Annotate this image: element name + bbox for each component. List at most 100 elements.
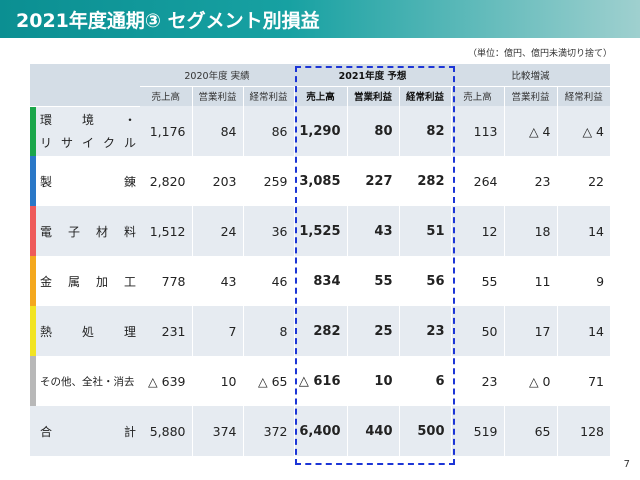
col-diff-op: 営業利益 <box>503 86 558 106</box>
value-2020-sales: △ 639 <box>148 373 186 389</box>
value-2020-sales: 1,176 <box>140 106 192 156</box>
col-2021-op: 営業利益 <box>346 86 399 106</box>
value-2020-sales: 5,880 <box>140 406 192 456</box>
value-2020-ord: 86 <box>242 106 294 156</box>
value-2021-sales: 6,400 <box>293 406 347 456</box>
segment-label-char: 計 <box>123 424 136 439</box>
col-diff-ord: 経常利益 <box>556 86 611 106</box>
value-diff-op: 11 <box>503 256 558 306</box>
col-2020-ord: 経常利益 <box>242 86 294 106</box>
segment-label-char: 工 <box>123 274 136 289</box>
value-diff-op: 17 <box>503 306 558 356</box>
segment-label-char: 製 <box>40 174 53 189</box>
segment-label-char: 合 <box>40 424 53 439</box>
segment-profit-table: 2020年度 実績 2021年度 予想 比較増減 売上高 営業利益 経常利益 売… <box>30 64 611 456</box>
value-diff-ord: 71 <box>556 356 611 406</box>
segment-label-char: ク <box>102 136 115 151</box>
value-diff-sales: 23 <box>450 356 505 406</box>
segment-label-char: 属 <box>67 274 80 289</box>
value-2021-op: 55 <box>346 256 399 306</box>
value-2020-ord: 8 <box>242 306 294 356</box>
segment-label-char: 境 <box>81 113 94 128</box>
segment-label-char: 子 <box>67 224 80 239</box>
value-diff-op: 65 <box>503 406 558 456</box>
value-diff-sales: 113 <box>450 106 505 156</box>
value-2021-sales: 282 <box>293 306 347 356</box>
value-diff-ord: 128 <box>556 406 611 456</box>
table-row: 電子材料 1,512 24 36 1,525 43 51 12 18 14 <box>30 206 611 256</box>
value-diff-ord: 14 <box>556 206 611 256</box>
value-diff-ord: 14 <box>556 306 611 356</box>
segment-label-char: サ <box>60 136 73 151</box>
value-2020-op: 10 <box>191 356 243 406</box>
segment-color-bar <box>30 356 36 406</box>
value-2020-ord: 46 <box>242 256 294 306</box>
value-2021-ord: 23 <box>398 306 452 356</box>
value-2020-ord: △ 65 <box>242 356 294 406</box>
value-diff-sales: 50 <box>450 306 505 356</box>
value-2021-ord: 6 <box>398 356 452 406</box>
value-2021-op: 227 <box>346 156 399 206</box>
unit-note: （単位：億円、億円未満切り捨て） <box>467 49 612 59</box>
segment-color-bar <box>30 256 36 306</box>
value-2021-sales: 1,290 <box>293 106 347 156</box>
segment-label-char: 処 <box>81 324 94 339</box>
value-2021-op: 10 <box>346 356 399 406</box>
corner-cell <box>30 64 140 107</box>
segment-color-bar <box>30 306 36 356</box>
value-2020-op: 7 <box>191 306 243 356</box>
table-row: 金属加工 778 43 46 834 55 56 55 11 9 <box>30 256 611 306</box>
value-2020-op: 374 <box>191 406 243 456</box>
value-diff-op: 18 <box>503 206 558 256</box>
value-2020-sales: 778 <box>161 273 186 289</box>
value-diff-sales: 12 <box>450 206 505 256</box>
value-diff-sales: 519 <box>450 406 505 456</box>
segment-label-char: ル <box>123 136 136 151</box>
col-diff-sales: 売上高 <box>450 86 505 106</box>
value-2020-op: 84 <box>191 106 243 156</box>
segment-label: その他、全社・消去 <box>30 356 140 406</box>
value-diff-op: △ 4 <box>503 106 558 156</box>
table-row: 製錬 2,820 203 259 3,085 227 282 264 23 22 <box>30 156 611 206</box>
segment-label: 電子材料 <box>30 206 140 256</box>
segment-label-char: 材 <box>95 224 108 239</box>
value-2021-ord: 51 <box>398 206 452 256</box>
segment-label: 合計 <box>30 406 140 456</box>
value-2021-sales: 1,525 <box>293 206 347 256</box>
table-row: 環境・リサイクル 1,176 84 86 1,290 80 82 113 △ 4 △ 4 <box>30 106 611 156</box>
value-2021-sales: △ 616 <box>293 356 347 406</box>
segment-color-bar <box>30 156 36 206</box>
segment-label: 金属加工 <box>30 256 140 306</box>
table-row: 熱 処 理 231 7 8 282 25 23 50 17 14 <box>30 306 611 356</box>
table-row: 合計 5,880 374 372 6,400 440 500 519 65 128 <box>30 406 611 456</box>
segment-label: 製錬 <box>30 156 140 206</box>
group-header-2021: 2021年度 予想 <box>294 64 452 87</box>
value-diff-ord: 9 <box>556 256 611 306</box>
segment-label-char: リ <box>40 136 53 151</box>
value-2021-sales: 834 <box>293 256 347 306</box>
col-2020-op: 営業利益 <box>191 86 243 106</box>
segment-color-bar <box>30 206 36 256</box>
value-2020-op: 43 <box>191 256 243 306</box>
value-diff-ord: 22 <box>556 156 611 206</box>
value-2020-ord: 259 <box>242 156 294 206</box>
group-header-diff: 比較増減 <box>451 64 611 87</box>
value-2021-ord: 82 <box>398 106 452 156</box>
value-2021-op: 25 <box>346 306 399 356</box>
value-2021-op: 80 <box>346 106 399 156</box>
value-2020-ord: 36 <box>242 206 294 256</box>
value-diff-ord: △ 4 <box>556 106 611 156</box>
segment-label-char: 電 <box>40 224 53 239</box>
segment-label-char: 錬 <box>123 174 136 189</box>
segment-label-char: 理 <box>123 324 136 339</box>
value-diff-sales: 264 <box>450 156 505 206</box>
group-header-2020: 2020年度 実績 <box>140 64 294 87</box>
value-2021-sales: 3,085 <box>293 156 347 206</box>
value-diff-sales: 55 <box>450 256 505 306</box>
value-2020-ord: 372 <box>242 406 294 456</box>
segment-label: 環 境 ・リサイクル <box>30 106 140 156</box>
segment-label-char: 金 <box>40 274 53 289</box>
value-2020-sales: 2,820 <box>149 173 186 189</box>
col-2020-sales: 売上高 <box>140 86 192 106</box>
value-2020-sales: 1,512 <box>140 206 192 256</box>
